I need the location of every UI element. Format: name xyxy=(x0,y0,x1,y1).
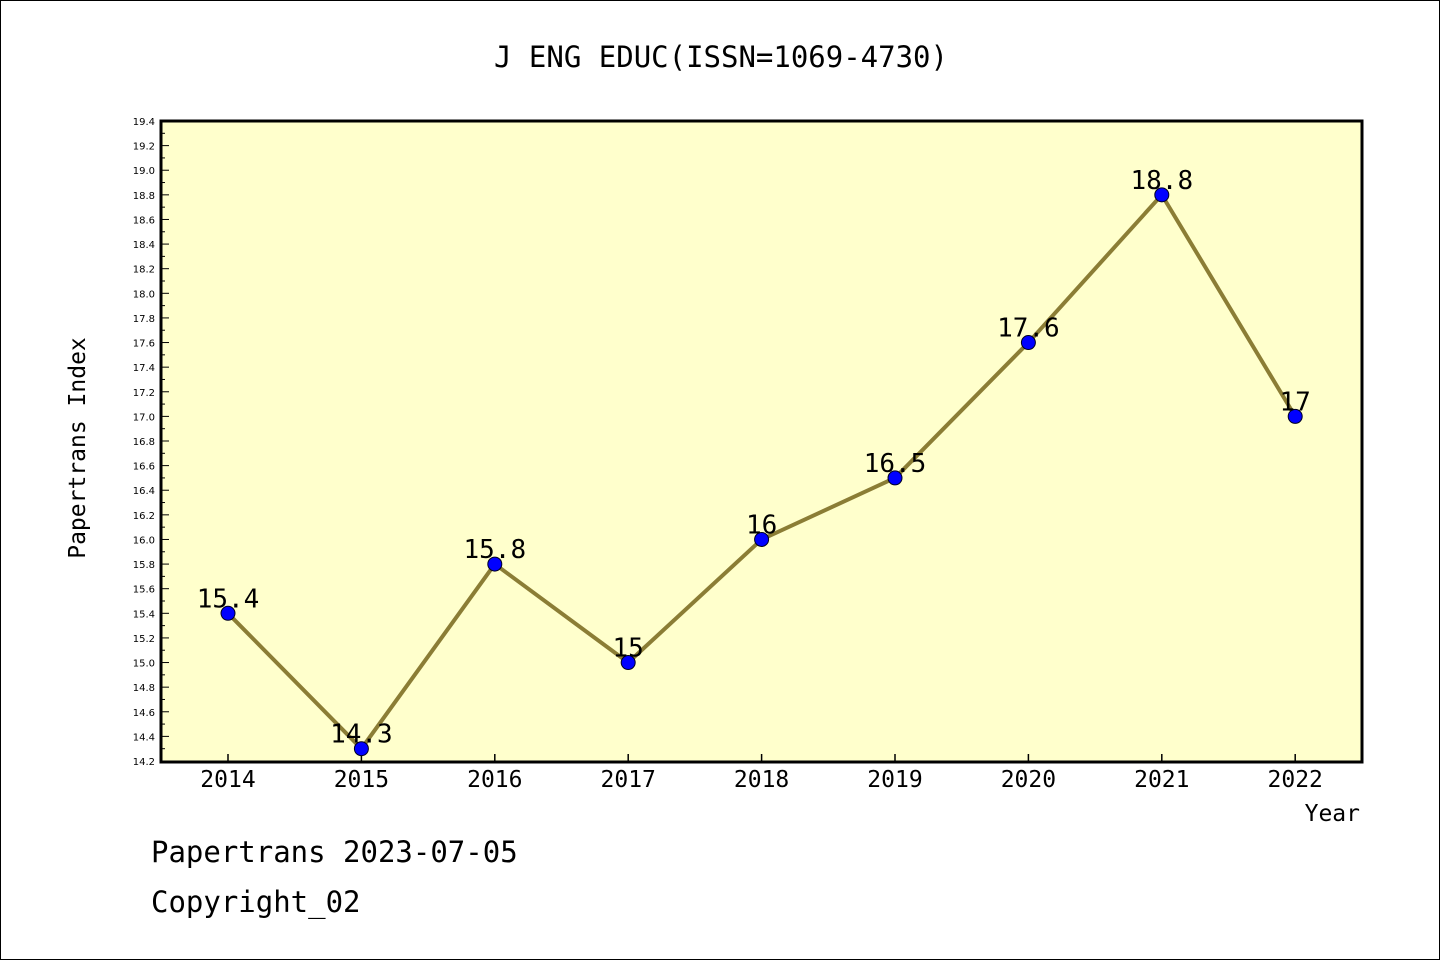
data-label: 16 xyxy=(746,510,777,540)
x-tick-label: 2015 xyxy=(334,767,389,793)
y-tick-label: 19.2 xyxy=(133,142,155,153)
y-axis-ticks: 14.2 14.4 14.6 14.8 15.0 15.2 15.4 15.6 15.8 16.0… xyxy=(133,117,169,768)
x-axis-ticks: 2014 2015 2016 2017 2018 2019 2020 2021 2022 xyxy=(200,754,1323,793)
x-axis-title: Year xyxy=(1305,801,1360,827)
y-tick-label: 15.8 xyxy=(133,560,155,571)
data-label: 15.8 xyxy=(463,535,526,565)
data-point xyxy=(1154,187,1170,203)
y-tick-label: 17.6 xyxy=(133,339,155,350)
footer-copyright: Copyright_02 xyxy=(151,885,361,919)
data-point xyxy=(353,741,369,757)
data-point xyxy=(887,470,903,486)
data-label: 15 xyxy=(613,634,644,664)
y-tick-label: 18.4 xyxy=(133,240,155,251)
y-tick-label: 15.4 xyxy=(133,609,155,620)
y-axis-title: Papertrans Index xyxy=(65,337,91,559)
data-label: 18.8 xyxy=(1130,166,1193,196)
series-layer xyxy=(220,187,1303,757)
x-tick-label: 2019 xyxy=(867,767,922,793)
y-tick-label: 18.0 xyxy=(133,289,155,300)
x-tick-label: 2014 xyxy=(200,767,255,793)
y-tick-label: 17.8 xyxy=(133,314,155,325)
plot-border xyxy=(159,119,1364,764)
y-tick-label: 14.2 xyxy=(133,757,155,768)
y-tick-label: 18.6 xyxy=(133,215,155,226)
x-tick-label: 2018 xyxy=(734,767,789,793)
y-tick-label: 17.0 xyxy=(133,412,155,423)
data-label: 16.5 xyxy=(864,449,927,479)
y-tick-label: 18.2 xyxy=(133,265,155,276)
y-tick-label: 16.0 xyxy=(133,535,155,546)
data-label: 15.4 xyxy=(197,584,260,614)
y-tick-label: 19.0 xyxy=(133,166,155,177)
y-tick-label: 15.2 xyxy=(133,634,155,645)
y-tick-label: 15.0 xyxy=(133,659,155,670)
y-tick-label: 14.6 xyxy=(133,708,155,719)
y-tick-label: 19.4 xyxy=(133,117,155,128)
x-tick-label: 2022 xyxy=(1268,767,1323,793)
y-tick-label: 16.8 xyxy=(133,437,155,448)
y-tick-label: 15.6 xyxy=(133,585,155,596)
y-tick-label: 14.8 xyxy=(133,683,155,694)
data-point xyxy=(1287,408,1303,424)
data-label: 14.3 xyxy=(330,720,393,750)
y-tick-label: 17.2 xyxy=(133,388,155,399)
y-tick-label: 16.4 xyxy=(133,486,155,497)
y-tick-label: 16.6 xyxy=(133,462,155,473)
data-label: 17 xyxy=(1280,387,1311,417)
x-tick-label: 2017 xyxy=(601,767,656,793)
data-labels: 15.4 14.3 15.8 15 16 16.5 17.6 18.8 17 xyxy=(197,166,1311,750)
x-tick-label: 2021 xyxy=(1134,767,1189,793)
data-point xyxy=(487,556,503,572)
data-point xyxy=(220,605,236,621)
x-tick-label: 2020 xyxy=(1001,767,1056,793)
y-tick-label: 14.4 xyxy=(133,732,155,743)
x-tick-label: 2016 xyxy=(467,767,522,793)
y-tick-label: 16.2 xyxy=(133,511,155,522)
data-label: 17.6 xyxy=(997,314,1060,344)
y-tick-label: 17.4 xyxy=(133,363,155,374)
data-point xyxy=(1020,335,1036,351)
chart-title: J ENG EDUC(ISSN=1069-4730) xyxy=(494,40,948,74)
data-point xyxy=(620,655,636,671)
footer-date: Papertrans 2023-07-05 xyxy=(151,835,518,869)
plot-area xyxy=(161,121,1362,762)
data-point xyxy=(754,531,770,547)
y-tick-label: 18.8 xyxy=(133,191,155,202)
